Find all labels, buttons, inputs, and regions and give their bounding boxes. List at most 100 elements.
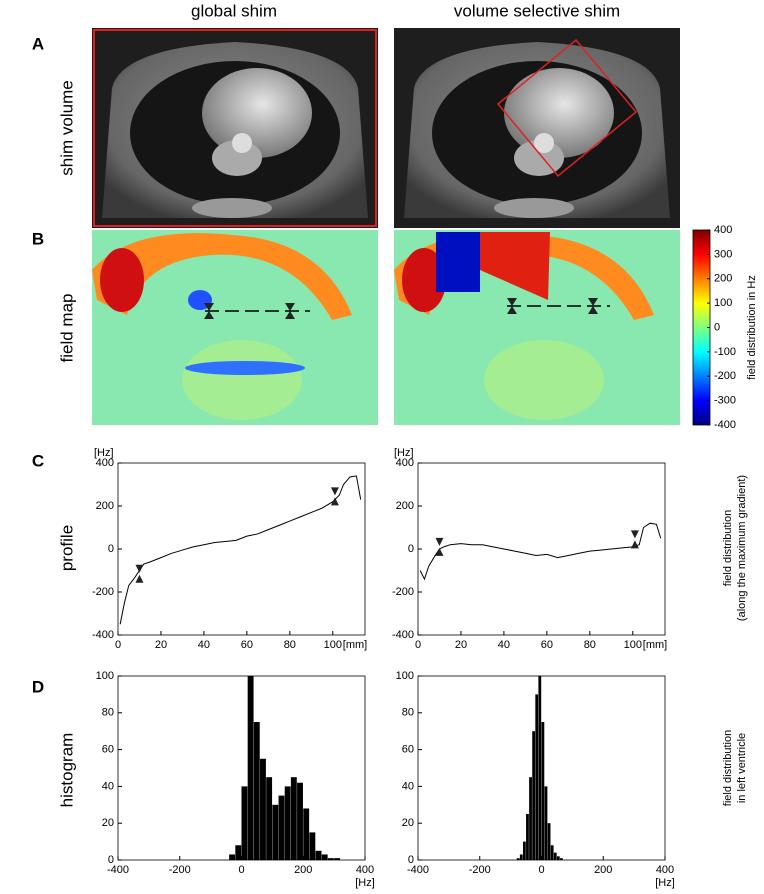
side-label: in left ventricle [736, 733, 748, 803]
histogram-bar [278, 795, 285, 860]
histogram-bar [253, 722, 260, 860]
y-tick-label: 60 [102, 744, 114, 756]
x-tick-label: 0 [538, 864, 544, 876]
y-tick-label: 200 [396, 500, 414, 512]
histogram-bar [235, 845, 242, 860]
histogram-bar [547, 823, 551, 860]
column-title: volume selective shim [454, 1, 620, 20]
mri-image [92, 28, 378, 228]
histogram-bar [309, 832, 316, 860]
x-tick-label: -400 [407, 864, 429, 876]
colorbar-tick-label: 0 [714, 321, 720, 333]
x-tick-label: 100 [324, 639, 342, 651]
x-tick-label: 200 [294, 864, 312, 876]
x-unit: [Hz] [355, 877, 375, 889]
y-tick-label: 40 [102, 780, 114, 792]
x-tick-label: 100 [624, 639, 642, 651]
colorbar-tick-label: 400 [714, 224, 732, 236]
shim-box [496, 38, 638, 178]
y-tick-label: 0 [408, 543, 414, 555]
histogram-bar [550, 845, 554, 860]
histogram-bar [516, 858, 520, 860]
x-unit: [Hz] [655, 877, 675, 889]
histogram-bar [260, 758, 266, 860]
x-tick-label: 80 [584, 639, 596, 651]
x-tick-label: 0 [415, 639, 421, 651]
side-label: field distribution [722, 510, 734, 586]
row-label: histogram [57, 733, 76, 808]
field-map [92, 230, 378, 425]
y-tick-label: 20 [102, 817, 114, 829]
x-tick-label: 40 [198, 639, 210, 651]
histogram-bar [266, 777, 273, 860]
x-tick-label: 20 [455, 639, 467, 651]
x-tick-label: 60 [541, 639, 553, 651]
gradient-marker [435, 537, 444, 556]
y-tick-label: 0 [108, 543, 114, 555]
gradient-marker [630, 530, 639, 549]
x-unit: [mm] [643, 639, 667, 651]
side-label: (along the maximum gradient) [736, 475, 748, 621]
y-tick-label: 400 [396, 457, 414, 469]
histogram-bar [290, 777, 297, 860]
x-tick-label: 0 [238, 864, 244, 876]
gradient-marker [330, 487, 339, 506]
y-tick-label: 60 [402, 744, 414, 756]
field-map-blobs [185, 290, 310, 375]
histogram-bar [529, 777, 532, 860]
histogram-bar [535, 694, 539, 860]
x-tick-label: 400 [656, 864, 674, 876]
y-tick-label: 20 [402, 817, 414, 829]
y-tick-label: 400 [96, 457, 114, 469]
histogram-bar [544, 786, 548, 860]
histogram-bar [526, 814, 529, 860]
row-label: field map [57, 294, 76, 363]
y-tick-label: -200 [392, 586, 414, 598]
colorbar-tick-label: -200 [714, 370, 736, 382]
x-tick-label: -400 [107, 864, 129, 876]
x-tick-label: 0 [115, 639, 121, 651]
y-tick-label: 80 [102, 707, 114, 719]
histogram-bar [229, 854, 236, 860]
row-label: shim volume [57, 80, 76, 175]
x-tick-label: 80 [284, 639, 296, 651]
colorbar-tick-label: 100 [714, 297, 732, 309]
field-map-blobs [436, 232, 610, 314]
histogram-bar [519, 854, 523, 860]
histogram-bar [327, 858, 334, 860]
y-tick-label: -400 [392, 629, 414, 641]
x-unit: [mm] [343, 639, 367, 651]
y-tick-label: 0 [408, 854, 414, 866]
histogram-bar [334, 858, 340, 860]
histogram-bar [303, 808, 310, 860]
row-letter: B [32, 229, 44, 248]
histogram-bar [538, 676, 542, 860]
histogram-bar [553, 852, 557, 860]
y-tick-label: 200 [96, 500, 114, 512]
row-letter: D [32, 677, 44, 696]
histogram-bar [315, 850, 322, 860]
shim-box [93, 29, 377, 227]
colorbar-tick-label: 200 [714, 273, 732, 285]
x-tick-label: 400 [356, 864, 374, 876]
row-label: profile [57, 525, 76, 571]
x-tick-label: 40 [498, 639, 510, 651]
colorbar-tick-label: 300 [714, 248, 732, 260]
x-tick-label: -200 [169, 864, 191, 876]
y-tick-label: 80 [402, 707, 414, 719]
colorbar-tick-label: -300 [714, 395, 736, 407]
mri-image [394, 28, 680, 228]
y-tick-label: -200 [92, 586, 114, 598]
y-unit: [Hz] [394, 447, 414, 459]
row-letter: C [32, 451, 44, 470]
colorbar-tick-label: -400 [714, 419, 736, 431]
x-tick-label: 20 [155, 639, 167, 651]
histogram-bar [284, 786, 291, 860]
histogram-bar [556, 856, 560, 860]
colorbar-label: field distribution in Hz [746, 275, 758, 380]
histogram-bar [272, 804, 279, 860]
y-tick-label: -400 [92, 629, 114, 641]
histogram-bar [247, 676, 254, 860]
row-letter: A [32, 34, 44, 53]
